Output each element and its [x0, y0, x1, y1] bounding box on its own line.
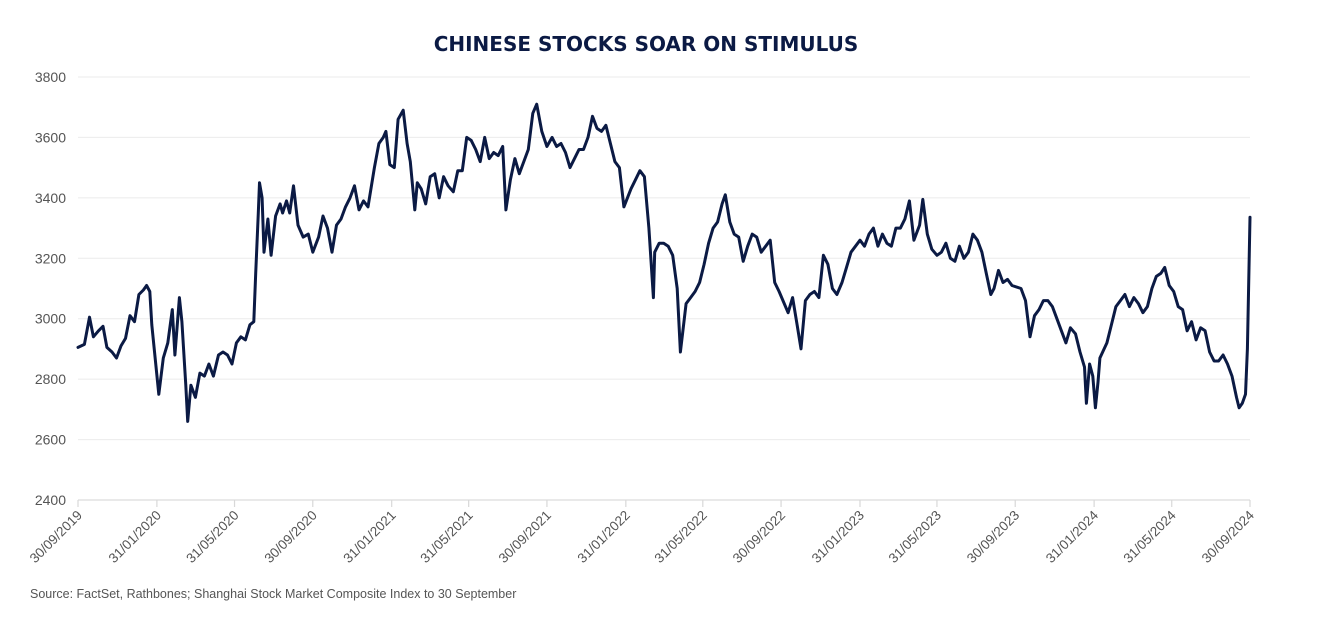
x-tick-label: 31/01/2023: [809, 508, 867, 566]
x-tick-label: 31/01/2024: [1043, 507, 1102, 566]
y-axis: 2400 2600 2800 3000 3200 3400 3600 3800: [35, 69, 66, 508]
x-axis: 30/09/2019 31/01/2020 31/05/2020 30/09/2020…: [27, 500, 1258, 566]
series-line: [76, 102, 1252, 423]
x-tick-label: 30/09/2024: [1199, 507, 1258, 566]
chart-title: CHINESE STOCKS SOAR ON STIMULUS: [434, 32, 859, 56]
y-tick-label: 2400: [35, 492, 66, 508]
x-tick-label: 31/01/2022: [575, 508, 633, 566]
y-tick-label: 3200: [35, 250, 66, 266]
x-tick-label: 30/09/2019: [27, 508, 85, 566]
y-tick-label: 2600: [35, 432, 66, 448]
x-tick-label: 31/01/2021: [340, 508, 398, 566]
x-tick-label: 30/09/2023: [964, 508, 1022, 566]
x-tick-label: 31/05/2021: [417, 508, 475, 566]
x-tick-label: 30/09/2020: [262, 508, 320, 566]
x-tick-label: 31/05/2024: [1120, 507, 1179, 566]
x-tick-label: 31/01/2020: [106, 508, 164, 566]
x-tick-label: 30/09/2022: [730, 508, 788, 566]
gridlines: [78, 76, 1250, 501]
y-tick-label: 3000: [35, 311, 66, 327]
x-tick-label: 30/09/2021: [496, 508, 554, 566]
y-tick-label: 3600: [35, 129, 66, 145]
y-tick-label: 3800: [35, 69, 66, 85]
series-group: [76, 102, 1252, 423]
source-note: Source: FactSet, Rathbones; Shanghai Sto…: [30, 587, 517, 601]
x-tick-label: 31/05/2020: [183, 508, 241, 566]
x-tick-label: 31/05/2022: [652, 508, 710, 566]
y-tick-label: 3400: [35, 190, 66, 206]
y-tick-label: 2800: [35, 371, 66, 387]
x-tick-label: 31/05/2023: [886, 508, 944, 566]
